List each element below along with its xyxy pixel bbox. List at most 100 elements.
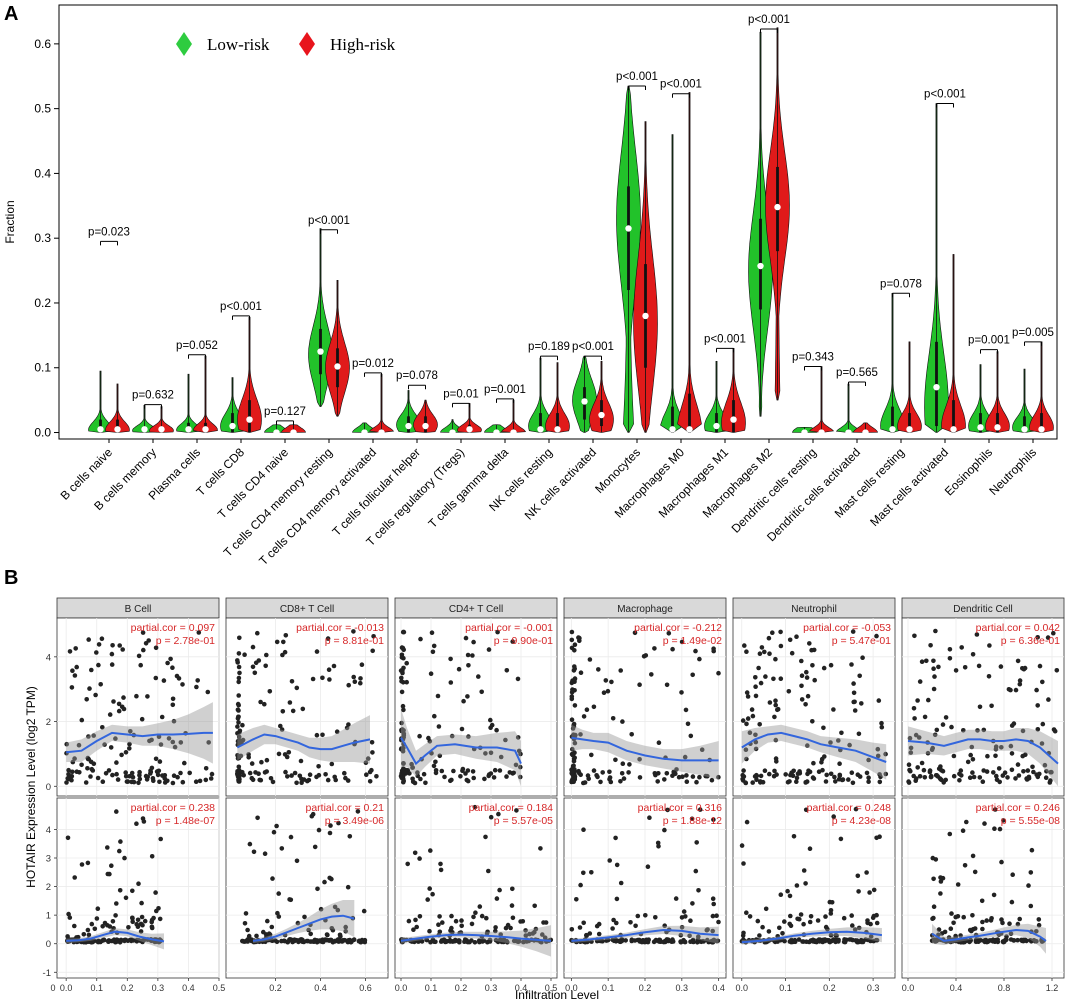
scatter-point — [150, 776, 156, 781]
scatter-point — [250, 644, 256, 650]
scatter-point — [359, 662, 365, 667]
scatter-point — [443, 939, 449, 944]
scatter-point — [827, 939, 832, 944]
scatter-point — [628, 920, 633, 925]
scatter-point — [801, 868, 807, 873]
scatter-point — [479, 689, 485, 695]
scatter-point — [578, 670, 584, 675]
scatter-point — [848, 937, 854, 942]
scatter-point — [942, 929, 948, 935]
scatter-point — [1054, 668, 1060, 673]
scatter-point — [758, 773, 764, 779]
scatter-point — [1031, 769, 1036, 775]
scatter-point — [489, 722, 495, 728]
scatter-point — [759, 645, 765, 650]
scatter-point — [839, 730, 844, 736]
scatter-point — [278, 723, 283, 729]
scatter-point — [106, 768, 112, 773]
scatter-point — [1044, 769, 1049, 774]
violin-group: p<0.001 — [616, 71, 658, 433]
scatter-y-tick-label: 1 — [46, 911, 51, 922]
scatter-point — [744, 756, 749, 762]
scatter-point — [69, 685, 75, 690]
scatter-point — [154, 908, 159, 914]
scatter-point — [138, 662, 143, 668]
scatter-point — [981, 727, 987, 733]
scatter-point — [689, 816, 695, 822]
scatter-point — [951, 920, 956, 926]
scatter-point — [633, 923, 638, 929]
scatter-point — [400, 629, 406, 635]
scatter-point — [327, 830, 333, 836]
scatter-point — [740, 933, 746, 938]
scatter-point — [261, 929, 266, 935]
scatter-point — [157, 916, 163, 922]
scatter-point — [710, 896, 716, 901]
scatter-point — [763, 906, 769, 912]
partial-cor-label: partial.cor = 0.316 — [638, 802, 723, 814]
scatter-point — [305, 938, 311, 944]
scatter-point — [957, 778, 962, 783]
scatter-point — [810, 663, 815, 668]
scatter-point — [816, 937, 822, 942]
scatter-point — [87, 686, 92, 691]
scatter-point — [492, 767, 498, 773]
scatter-point — [993, 747, 999, 752]
scatter-point — [841, 915, 847, 921]
scatter-point — [1028, 903, 1034, 909]
scatter-point — [794, 779, 799, 784]
scatter-point — [421, 771, 427, 777]
scatter-point — [770, 630, 775, 635]
p-value-label: p<0.001 — [616, 71, 658, 83]
scatter-point — [113, 736, 118, 741]
confidence-band — [66, 928, 164, 950]
scatter-point — [584, 933, 589, 939]
scatter-point — [351, 629, 356, 634]
scatter-point — [235, 769, 240, 774]
scatter-panel-border — [901, 797, 1065, 979]
scatter-point — [767, 651, 772, 656]
scatter-point — [459, 918, 464, 923]
loess-curve — [571, 928, 719, 942]
scatter-point — [515, 676, 521, 682]
scatter-point — [120, 647, 125, 652]
scatter-point — [637, 682, 642, 687]
scatter-point — [259, 759, 264, 765]
scatter-point — [449, 733, 455, 739]
scatter-point — [316, 764, 321, 769]
violin-median-dot — [994, 424, 1001, 431]
scatter-point — [938, 764, 943, 769]
scatter-point — [148, 771, 153, 776]
scatter-point — [236, 702, 241, 708]
scatter-y-tick-label: 2 — [46, 882, 51, 893]
scatter-point — [497, 768, 503, 773]
scatter-point — [426, 735, 431, 741]
scatter-point — [578, 882, 583, 888]
violin-median-dot — [845, 429, 852, 436]
scatter-point — [358, 680, 363, 686]
scatter-point — [865, 918, 870, 923]
scatter-point — [836, 738, 841, 743]
scatter-point — [139, 914, 145, 920]
scatter-point — [538, 846, 543, 851]
scatter-point — [697, 656, 702, 662]
scatter-point — [868, 938, 873, 944]
scatter-point — [1015, 937, 1020, 943]
scatter-point — [1010, 872, 1015, 877]
scatter-point — [753, 732, 758, 738]
scatter-point — [1039, 741, 1045, 746]
scatter-point — [778, 892, 784, 897]
scatter-point — [175, 774, 180, 780]
violin-median-dot — [554, 426, 561, 433]
scatter-point — [783, 772, 788, 777]
violin-median-dot — [862, 429, 869, 436]
scatter-point — [89, 766, 95, 772]
scatter-point — [139, 900, 144, 906]
scatter-point — [292, 938, 297, 944]
scatter-point — [365, 756, 371, 761]
scatter-point — [294, 685, 300, 691]
scatter-point — [86, 756, 91, 762]
scatter-point — [666, 631, 672, 636]
scatter-point — [821, 725, 826, 731]
